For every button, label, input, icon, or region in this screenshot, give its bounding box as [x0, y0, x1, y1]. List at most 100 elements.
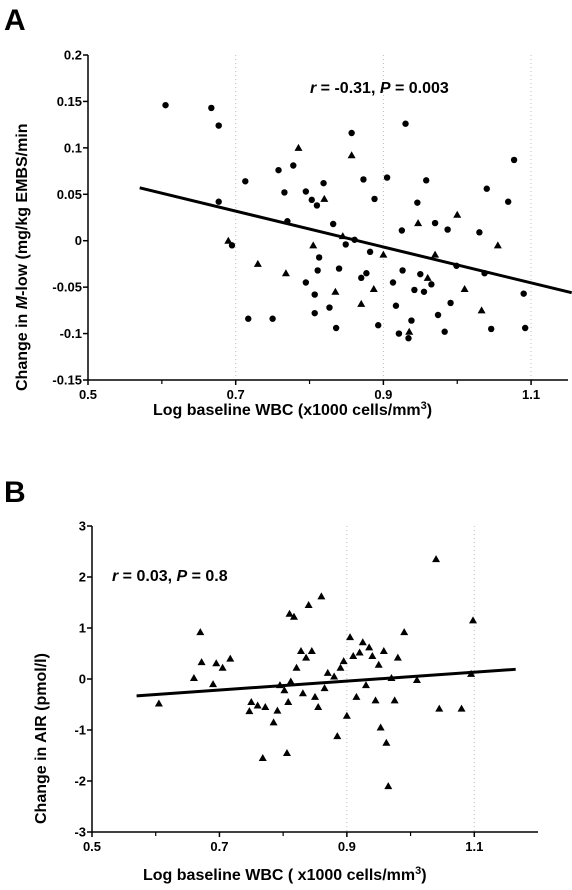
data-point-triangle	[261, 703, 270, 711]
data-point-circle	[320, 179, 327, 187]
y-axis-label-a: Change in M-low (mg/kg EMBS/min	[14, 123, 31, 391]
data-point-triangle	[412, 676, 421, 684]
scatter-plot-b: B 3 2 1 0 -1 -2 -30.5 0.7 0.9 1.1 r = 0.03, P = 0…	[4, 476, 538, 884]
data-point-triangle	[357, 299, 366, 307]
data-point-triangle	[296, 646, 305, 654]
data-point-circle	[342, 241, 349, 248]
data-point-circle	[389, 279, 397, 286]
data-point-circle	[228, 242, 236, 249]
scatter-plot-a: A 0.2 0.15 0.1 0.05 0 -0.05 -0.1 -0.150.5 0.7 0.9…	[4, 4, 572, 419]
data-point-circle	[434, 311, 442, 319]
data-point-circle	[476, 229, 483, 236]
data-point-circle	[398, 227, 406, 234]
data-point-circle	[444, 226, 451, 233]
x-axis-label-sup-a: 3	[421, 400, 427, 412]
y-tick-label-b: -2	[74, 774, 86, 789]
data-point-circle	[521, 324, 529, 332]
y-axis-label-end-a: -low (mg/kg EMBS/min	[14, 123, 31, 295]
data-point-triangle	[317, 592, 326, 600]
data-point-triangle	[382, 738, 391, 746]
x-tick-label-b: 0.5	[83, 839, 101, 854]
data-point-triangle	[286, 677, 295, 685]
y-axis-label-b: Change in AIR (pmol/l)	[33, 653, 50, 824]
data-point-triangle	[405, 327, 414, 335]
data-point-triangle	[414, 219, 423, 227]
data-point-triangle	[432, 555, 441, 563]
data-point-triangle	[431, 250, 440, 258]
data-point-circle	[417, 270, 424, 278]
x-axis-label-main-b: Log baseline WBC ( x1000 cells/mm	[143, 867, 415, 884]
data-point-triangle	[369, 285, 378, 292]
data-point-triangle	[379, 646, 388, 654]
data-point-triangle	[336, 663, 345, 671]
y-axis-label-main-a: Change in	[14, 309, 31, 391]
y-tick-label-a: 0.2	[64, 48, 82, 63]
data-point-triangle	[226, 654, 235, 662]
chart-panel-b: B 3 2 1 0 -1 -2 -3 0.5 0.7 0.9 1.1 r = 0.03, P = 0…	[0, 470, 572, 890]
data-point-circle	[431, 219, 439, 227]
x-tick-label-a: 0.5	[79, 387, 97, 402]
data-point-triangle	[245, 707, 254, 715]
data-point-triangle	[358, 638, 367, 646]
data-point-triangle	[280, 686, 289, 694]
panel-letter-a: A	[4, 4, 26, 37]
annotation-p-label-b: P	[177, 568, 188, 585]
y-tick-label-a: 0.05	[57, 187, 82, 202]
data-point-circle	[302, 188, 310, 195]
data-point-triangle	[189, 673, 198, 681]
annotation-p-value-a: = 0.003	[391, 80, 449, 97]
data-point-circle	[375, 322, 382, 329]
data-point-triangle	[320, 684, 329, 692]
data-point-triangle	[342, 711, 351, 719]
data-point-triangle	[352, 692, 361, 700]
regression-line-a	[139, 186, 572, 295]
data-point-circle	[311, 291, 318, 298]
data-point-circle	[245, 315, 252, 322]
annotation-r-value-a: = -0.31,	[316, 80, 380, 97]
data-point-triangle	[196, 628, 205, 636]
data-point-triangle	[224, 236, 233, 244]
annotation-a: r = -0.31, P = 0.003	[310, 80, 449, 97]
data-point-triangle	[333, 732, 342, 740]
data-point-circle	[392, 302, 400, 309]
x-axis-label-b: Log baseline WBC ( x1000 cells/mm3)	[143, 865, 427, 884]
data-point-circle	[441, 328, 448, 335]
data-point-triangle	[384, 782, 393, 790]
data-point-triangle	[368, 652, 377, 660]
x-axis-label-end-a: )	[427, 402, 432, 419]
data-point-triangle	[423, 273, 432, 281]
data-point-circle	[358, 274, 365, 282]
data-point-triangle	[284, 697, 293, 705]
data-point-circle	[428, 281, 435, 288]
data-point-triangle	[285, 609, 294, 617]
x-tick-label-b: 1.1	[465, 839, 483, 854]
data-point-circle	[162, 101, 169, 109]
data-point-circle	[208, 104, 215, 112]
data-point-triangle	[346, 633, 355, 641]
data-point-triangle	[289, 612, 298, 620]
data-point-triangle	[307, 646, 316, 654]
y-tick-label-b: 0	[79, 672, 86, 687]
data-point-circle	[504, 198, 512, 205]
annotation-p-label-a: P	[380, 80, 391, 97]
y-tick-label-b: 1	[79, 621, 86, 636]
data-point-circle	[383, 174, 391, 181]
data-point-circle	[402, 120, 409, 127]
data-point-circle	[411, 286, 418, 294]
data-point-circle	[405, 335, 412, 342]
data-point-triangle	[347, 151, 356, 159]
data-point-triangle	[365, 643, 374, 651]
data-point-circle	[332, 324, 340, 332]
data-point-triangle	[469, 616, 478, 624]
data-point-triangle	[302, 653, 311, 661]
data-point-circle	[423, 177, 430, 184]
data-point-circle	[420, 288, 428, 295]
data-point-circle	[395, 330, 403, 337]
data-point-circle	[302, 279, 310, 286]
y-tick-label-b: 2	[79, 570, 86, 585]
data-point-circle	[366, 248, 374, 256]
y-axis-label-italic-a: M	[14, 295, 31, 309]
data-point-triangle	[209, 680, 218, 688]
data-point-circle	[326, 304, 333, 311]
data-point-circle	[275, 166, 282, 174]
